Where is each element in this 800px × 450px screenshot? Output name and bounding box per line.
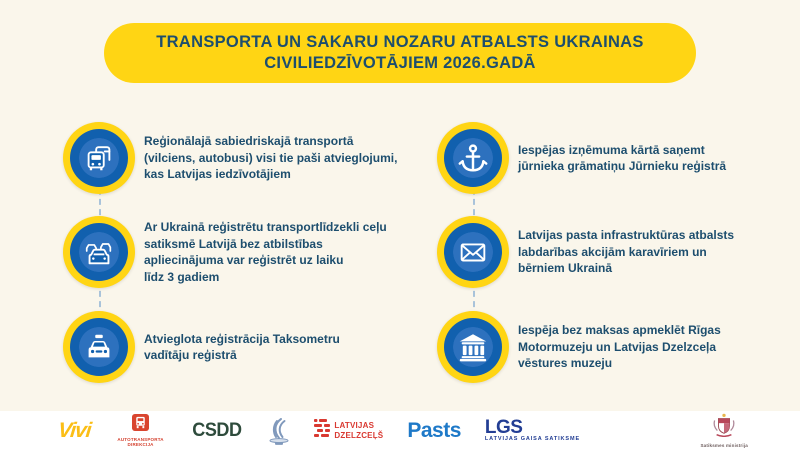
- latvijas-pasts-logo: Pasts: [407, 418, 461, 442]
- list-item-text: Reģionālajā sabiedriskajā transportā (vi…: [144, 134, 398, 182]
- title-banner: TRANSPORTA UN SAKARU NOZARU ATBALSTS UKR…: [104, 23, 696, 83]
- icon-badge: [437, 122, 509, 194]
- icon-badge: [63, 122, 135, 194]
- list-item-text: Ar Ukrainā reģistrētu transportlīdzekli …: [144, 220, 387, 284]
- envelope-icon: [444, 223, 502, 281]
- list-item: Reģionālajā sabiedriskajā transportā (vi…: [63, 122, 397, 194]
- ldz-wordmark: LATVIJAS DZELZCEĻŠ: [334, 421, 384, 440]
- taxi-icon: [70, 318, 128, 376]
- bus-icon: [70, 129, 128, 187]
- list-item: Latvijas pasta infrastruktūras atbalsts …: [437, 216, 734, 288]
- maritime-administration-logo: [266, 416, 290, 446]
- icon-badge: [63, 216, 135, 288]
- satiksmes-ministrija-logo: Satiksmes ministrija: [700, 413, 748, 448]
- list-item-text: Iespējas izņēmuma kārtā saņemt jūrnieka …: [518, 142, 727, 174]
- anchor-icon: [444, 129, 502, 187]
- ministry-caption: Satiksmes ministrija: [700, 443, 748, 448]
- list-item: Iespējas izņēmuma kārtā saņemt jūrnieka …: [437, 122, 726, 194]
- lgs-wordmark: LGS: [484, 417, 523, 438]
- bus-mark-icon: [132, 413, 150, 436]
- page-title-line2: CIVILIEDZĪVOTĀJIEM 2026.GADĀ: [264, 54, 536, 72]
- list-item-text: Latvijas pasta infrastruktūras atbalsts …: [518, 228, 735, 276]
- icon-badge: [63, 311, 135, 383]
- autotransporta-direkcija-logo: AUTOTRANSPORTA DIREKCIJA: [115, 413, 167, 448]
- csdd-logo: CSDD: [191, 419, 242, 441]
- page-title-line1: TRANSPORTA UN SAKARU NOZARU ATBALSTS UKR…: [156, 33, 644, 51]
- ldz-emblem-icon: [314, 418, 331, 443]
- list-item-text: Iespēja bez maksas apmeklēt Rīgas Motorm…: [518, 323, 721, 371]
- coat-of-arms-icon: [712, 413, 736, 442]
- list-item: Atvieglota reģistrācija Taksometru vadīt…: [63, 311, 340, 383]
- lgs-logo: LGS Latvijas Gaisa Satiksme: [484, 417, 581, 442]
- partner-logo-band: Vivi AUTOTRANSPORTA DIREKCIJA CSDD: [0, 411, 800, 450]
- vivi-logo: Vivi: [56, 418, 92, 442]
- list-item: Iespēja bez maksas apmeklēt Rīgas Motorm…: [437, 311, 721, 383]
- museum-icon: [444, 318, 502, 376]
- lgs-caption: Latvijas Gaisa Satiksme: [484, 436, 581, 442]
- cars-icon: [70, 223, 128, 281]
- icon-badge: [437, 311, 509, 383]
- list-item-text: Atvieglota reģistrācija Taksometru vadīt…: [144, 331, 340, 363]
- icon-badge: [437, 216, 509, 288]
- list-item: Ar Ukrainā reģistrētu transportlīdzekli …: [63, 216, 387, 288]
- autotransporta-direkcija-caption: AUTOTRANSPORTA DIREKCIJA: [117, 436, 164, 447]
- latvijas-dzelzcels-logo: LATVIJAS DZELZCEĻŠ: [314, 418, 384, 443]
